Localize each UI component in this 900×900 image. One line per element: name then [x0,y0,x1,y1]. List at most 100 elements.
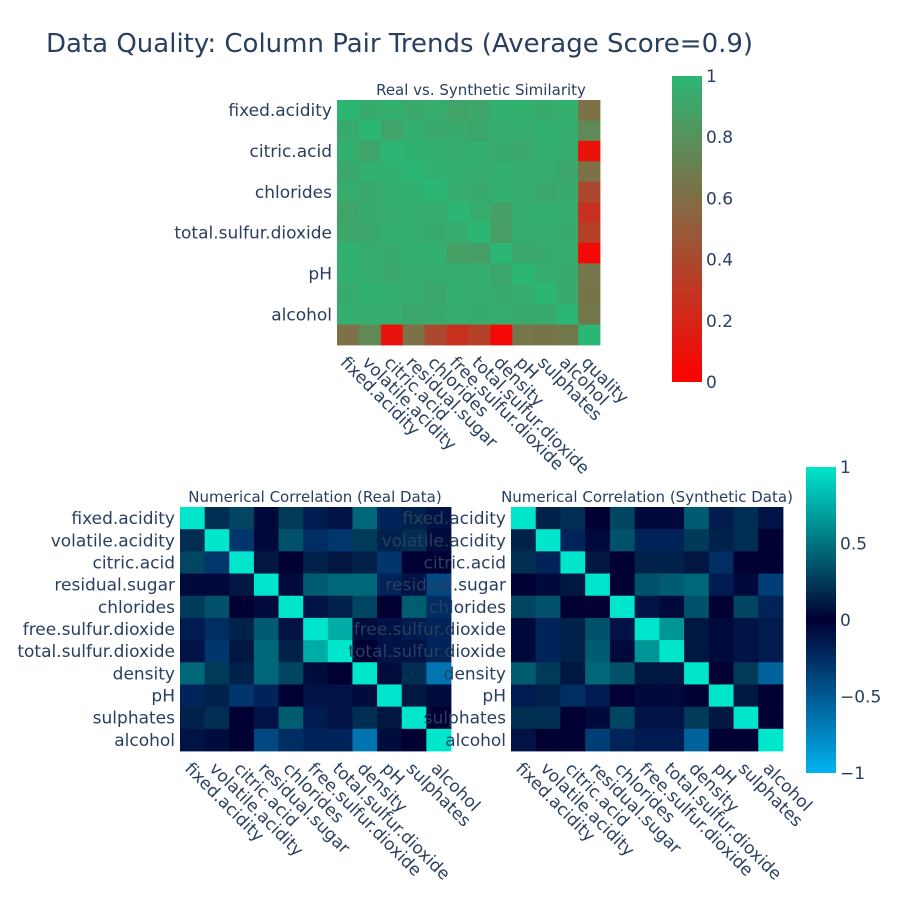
heatmap-cell [180,573,206,597]
correlation-colorbar-gradient [806,467,836,773]
heatmap-cell [609,617,636,641]
heatmap-cell [585,662,611,685]
heatmap-cell [426,728,452,752]
colorbar-tick-label: 0 [706,373,717,393]
heatmap-cell [446,161,469,183]
heatmap-cell [446,324,469,346]
heatmap-cell [229,573,255,597]
heatmap-cell [278,640,304,663]
heatmap-cell [424,263,447,285]
heatmap-cell [758,662,784,685]
heatmap-cell [204,551,230,574]
heatmap-cell [535,573,561,597]
correlation-colorbar: −1 −0.5 0 0.5 1 [806,458,881,784]
heatmap-cell [490,181,513,203]
heatmap-cell [708,573,734,597]
heatmap-cell [758,706,784,730]
heatmap-cell [490,324,513,346]
heatmap-cell [733,617,759,641]
heatmap-cell [303,684,329,708]
heatmap-cell [511,573,537,597]
y-tick-label-sulphates: sulphates [424,709,506,729]
heatmap-cell [534,202,557,223]
heatmap-cell [534,181,557,203]
heatmap-cell [578,304,601,325]
heatmap-cell [684,551,710,574]
heatmap-cell [511,728,537,752]
heatmap-cell [535,640,561,663]
heatmap-cell [253,728,279,752]
heatmap-cell [585,728,611,752]
heatmap-cell [535,595,561,619]
heatmap-cell [278,529,304,552]
heatmap-cell [511,662,537,685]
heatmap-cell [585,551,611,574]
heatmap-cell [402,161,426,183]
synthetic-correlation-heatmap-title: Numerical Correlation (Synthetic Data) [501,488,793,506]
heatmap-cell [609,640,636,663]
heatmap-cell [511,595,537,619]
heatmap-cell [180,595,206,619]
heatmap-cell [708,529,734,552]
heatmap-cell [402,242,426,264]
colorbar-tick-label: −0.5 [840,688,881,708]
heatmap-cell [358,100,382,121]
heatmap-cell [556,161,579,183]
heatmap-cell [402,263,426,285]
heatmap-cell [327,617,353,641]
heatmap-cell [684,684,710,708]
heatmap-cell [303,640,329,663]
heatmap-cell [303,573,329,597]
heatmap-cell [634,684,660,708]
heatmap-cell [490,242,513,264]
heatmap-cell [468,181,491,203]
y-tick-label-residual-sugar: residual.sugar [385,576,506,596]
heatmap-cell [490,222,513,244]
heatmap-cell [758,595,784,619]
heatmap-cell [659,551,685,574]
y-tick-label-sulphates: sulphates [93,709,175,729]
heatmap-cell [426,573,452,597]
heatmap-cell [758,529,784,552]
heatmap-cell [556,120,579,142]
heatmap-cell [337,242,360,264]
heatmap-cell [609,529,636,552]
heatmap-cell [535,706,561,730]
heatmap-cell [401,551,427,574]
heatmap-cell [180,662,206,685]
heatmap-cell [512,181,535,203]
y-tick-label-chlorides: chlorides [429,598,506,618]
heatmap-cell [446,120,469,142]
heatmap-cell [426,706,452,730]
heatmap-cell [380,161,404,183]
heatmap-cell [204,728,230,752]
heatmap-cell [253,529,279,552]
heatmap-cell [609,573,636,597]
heatmap-cell [253,662,279,685]
heatmap-cell [659,662,685,685]
heatmap-cell [578,120,601,142]
heatmap-cell [337,140,360,162]
y-tick-label-alcohol: alcohol [445,731,506,751]
y-tick-label-fixed-acidity: fixed.acidity [228,101,332,121]
heatmap-cell [424,181,447,203]
y-tick-label-chlorides: chlorides [98,598,175,618]
heatmap-cell [556,100,579,121]
heatmap-cell [556,304,579,325]
heatmap-cell [377,595,403,619]
heatmap-cell [560,573,586,597]
heatmap-cell [358,242,382,264]
heatmap-cell [535,684,561,708]
y-tick-label-total-sulfur-dioxide: total.sulfur.dioxide [348,642,506,662]
heatmap-cell [560,529,586,552]
y-tick-label-citric-acid: citric.acid [424,554,506,574]
heatmap-cell [377,551,403,574]
heatmap-cell [337,263,360,285]
heatmap-cell [490,304,513,325]
heatmap-cell [684,595,710,619]
heatmap-cell [468,222,491,244]
y-tick-label-free-sulfur-dioxide: free.sulfur.dioxide [23,620,175,640]
heatmap-cell [401,706,427,730]
colorbar-tick-label: 0.8 [706,128,733,148]
heatmap-cell [402,100,426,121]
